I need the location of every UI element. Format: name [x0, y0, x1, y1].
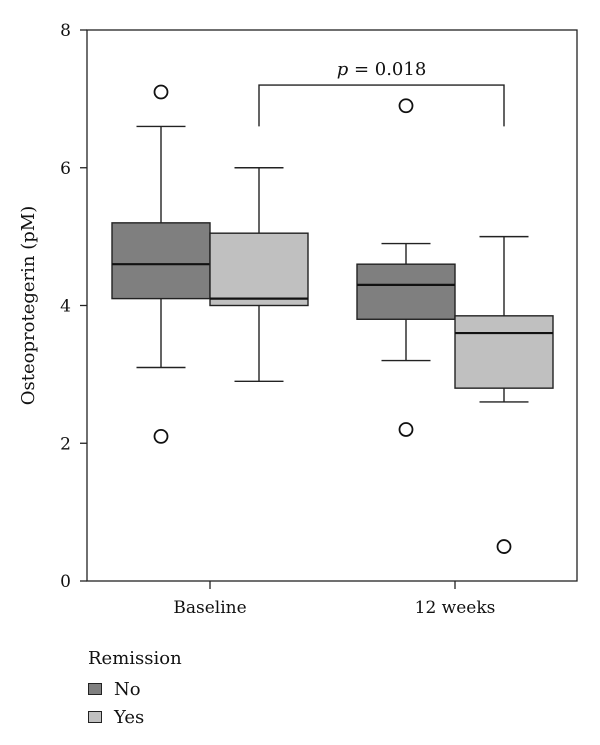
box-no-12-weeks: [356, 98, 456, 437]
outlier-point: [153, 428, 169, 444]
legend-swatch-no: [88, 683, 102, 695]
legend: Remission No Yes: [88, 648, 182, 731]
legend-swatch-yes: [88, 711, 102, 723]
x-axis: Baseline 12 weeks: [173, 581, 495, 618]
box-iqr: [209, 232, 309, 307]
box-no-baseline: [111, 84, 211, 444]
legend-title: Remission: [88, 648, 182, 669]
box-yes-baseline: [209, 167, 309, 382]
p-value-label: p = 0.018: [337, 59, 427, 80]
x-tick-label: Baseline: [173, 598, 246, 618]
outlier-point: [398, 422, 414, 437]
x-tick-label: 12 weeks: [415, 598, 496, 618]
outlier-point: [398, 98, 414, 114]
significance-bracket: [258, 84, 505, 127]
y-tick-label: 8: [60, 21, 71, 41]
box-iqr: [111, 222, 211, 300]
legend-item-yes: Yes: [88, 703, 182, 731]
y-axis: 0 2 4 6 8: [60, 21, 87, 592]
box-iqr: [454, 315, 554, 389]
box-group: [111, 84, 554, 554]
y-tick-label: 2: [60, 434, 71, 454]
y-tick-label: 6: [60, 159, 71, 179]
legend-label-no: No: [114, 678, 141, 700]
significance-annotation: p = 0.018: [258, 59, 505, 127]
legend-label-yes: Yes: [114, 706, 145, 728]
y-axis-title: Osteoprotegerin (pM): [18, 206, 39, 405]
box-yes-12-weeks: [454, 235, 554, 554]
outlier-point: [496, 539, 512, 554]
y-tick-label: 4: [60, 297, 71, 317]
legend-item-no: No: [88, 675, 182, 703]
box-iqr: [356, 263, 456, 320]
outlier-point: [153, 84, 169, 100]
y-tick-label: 0: [60, 572, 71, 592]
